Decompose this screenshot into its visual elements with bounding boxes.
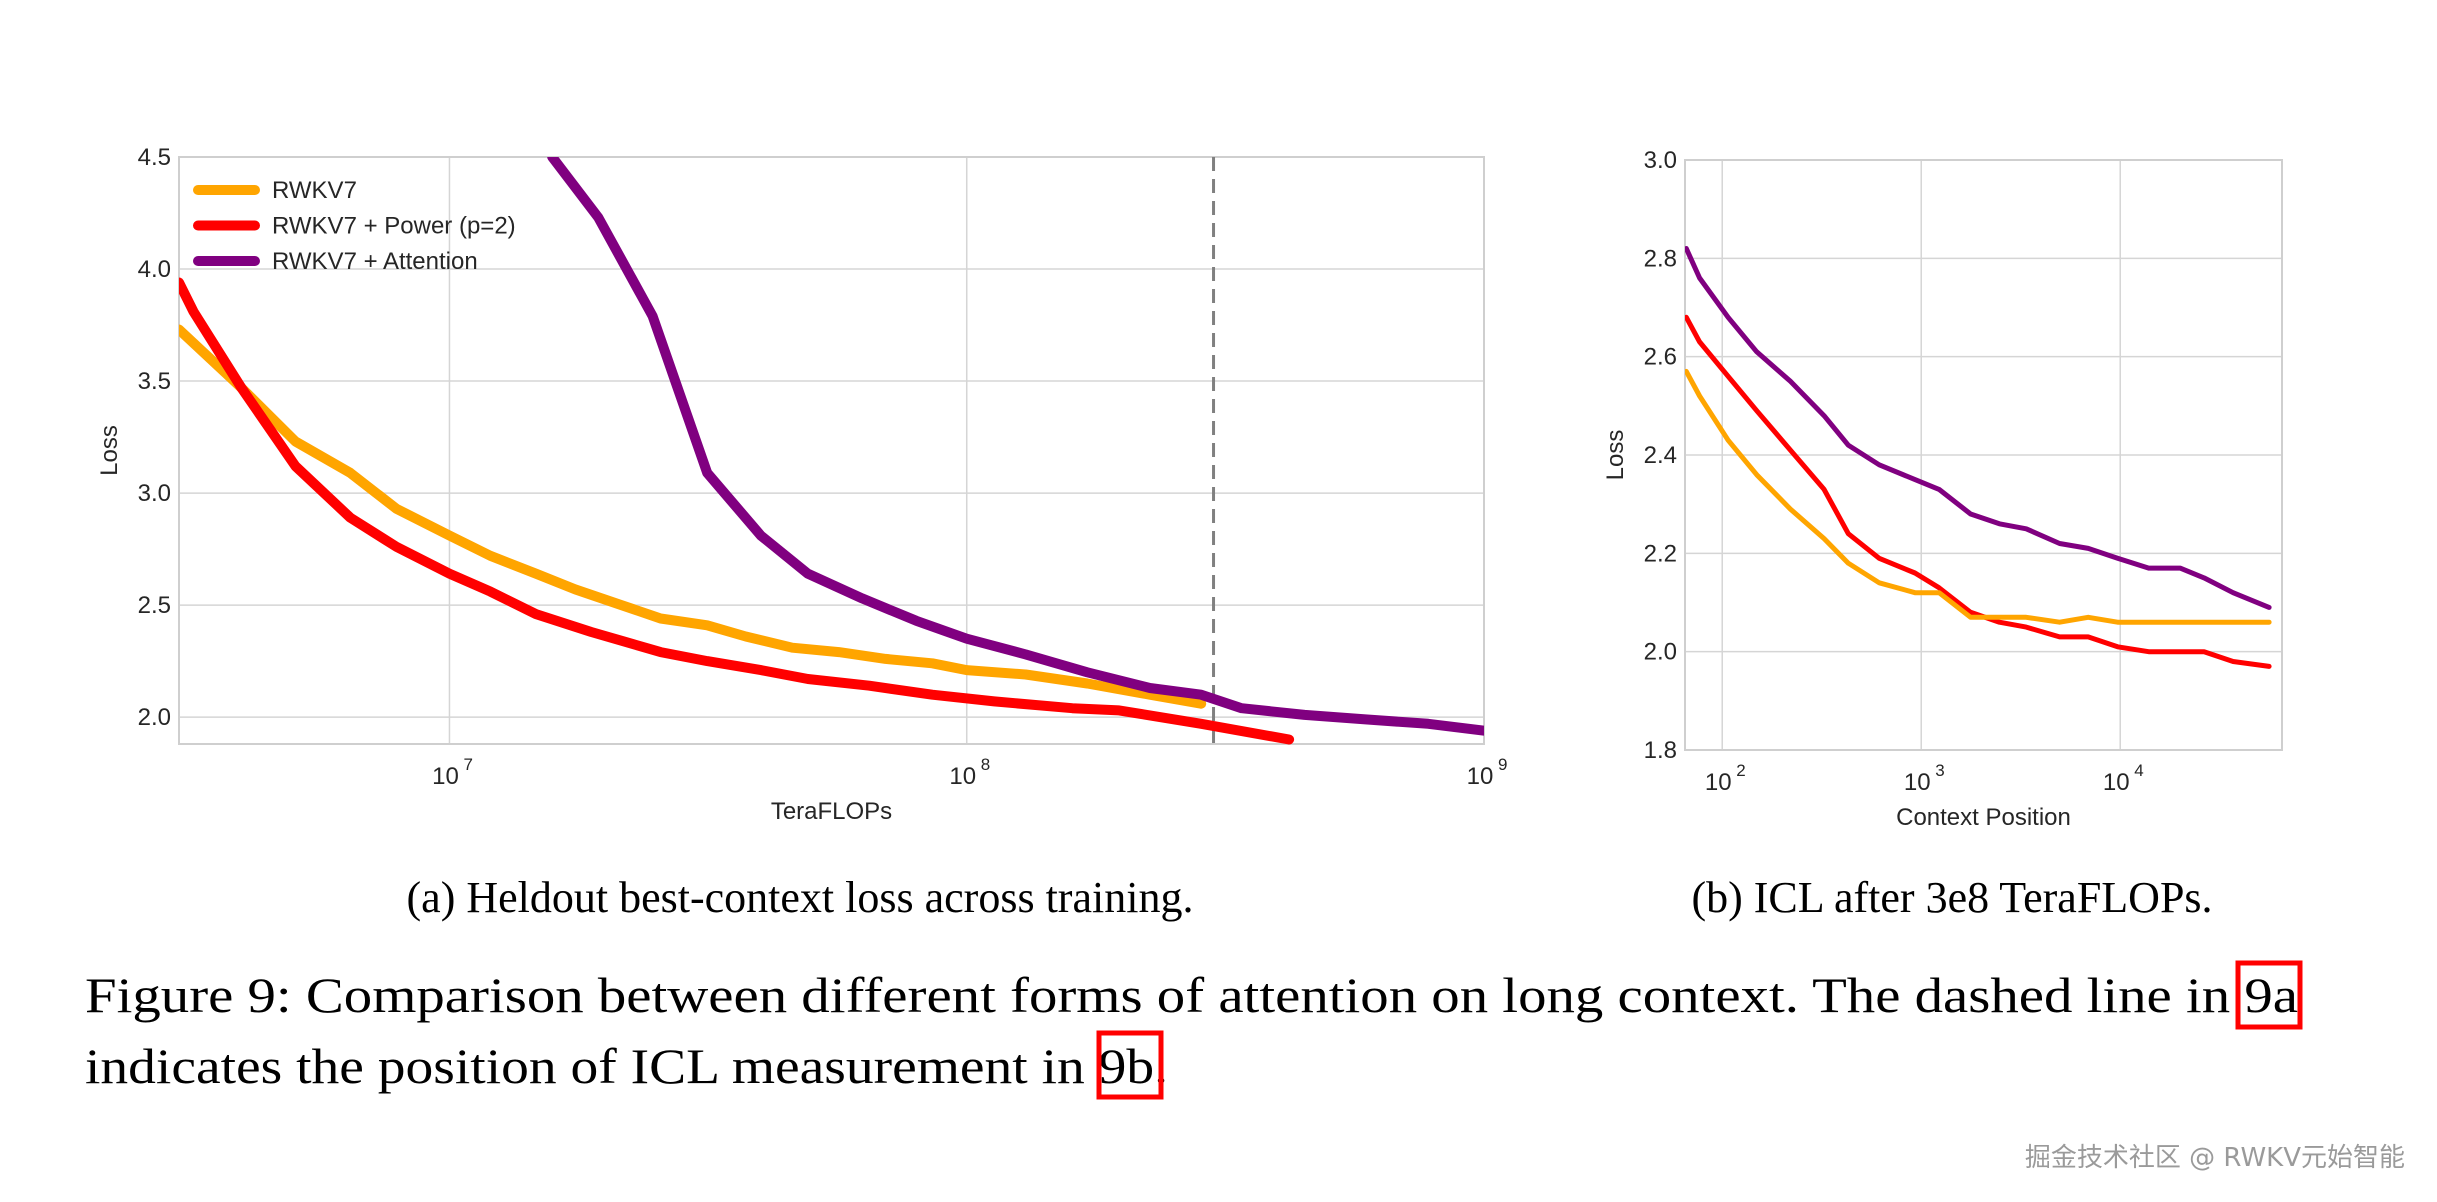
legend-label: RWKV7 + Power (p=2) — [272, 213, 516, 240]
x-tick-exponent: 8 — [981, 755, 990, 774]
x-tick-exponent: 3 — [1935, 761, 1944, 780]
series-line-1 — [1685, 314, 2272, 669]
y-tick-label: 2.0 — [138, 704, 171, 731]
y-tick-label: 2.4 — [1644, 442, 1677, 469]
plot-frame — [1684, 159, 2283, 751]
link-9b-box[interactable] — [1096, 1030, 1164, 1100]
y-tick-label: 3.5 — [138, 368, 171, 395]
y-tick-label: 3.0 — [1644, 147, 1677, 174]
y-tick-label: 2.8 — [1644, 245, 1677, 272]
y-tick-label: 2.0 — [1644, 639, 1677, 666]
x-axis-label: TeraFLOPs — [771, 798, 892, 825]
series-line-0 — [1685, 246, 2272, 610]
x-axis-label: Context Position — [1896, 804, 2071, 831]
chart-a-heldout-loss: 10 7 10 8 10 92.02.53.03.54.04.5TeraFLOPsLoss… — [96, 144, 1507, 825]
link-9a-box[interactable] — [2235, 960, 2303, 1030]
y-tick-label: 1.8 — [1644, 737, 1677, 764]
x-tick-label: 10 — [432, 763, 459, 790]
x-tick-exponent: 4 — [2134, 761, 2143, 780]
y-tick-label: 2.2 — [1644, 540, 1677, 567]
x-tick-label: 10 — [1904, 769, 1931, 796]
y-tick-label: 2.6 — [1644, 344, 1677, 371]
legend-label: RWKV7 + Attention — [272, 248, 478, 275]
x-tick-label: 10 — [1467, 763, 1494, 790]
series-line-0 — [179, 324, 1207, 709]
y-tick-label: 4.0 — [138, 256, 171, 283]
series-line-2 — [547, 157, 1484, 736]
figure-caption-line-1: Figure 9: Comparison between different f… — [85, 967, 2298, 1023]
figure-caption-line-2: indicates the position of ICL measuremen… — [85, 1038, 1168, 1094]
watermark: 掘金技术社区 @ RWKV元始智能 — [2025, 1143, 2405, 1173]
y-axis-label: Loss — [96, 425, 123, 476]
y-tick-label: 3.0 — [138, 480, 171, 507]
y-tick-label: 2.5 — [138, 592, 171, 619]
x-tick-label: 10 — [949, 763, 976, 790]
legend-label: RWKV7 — [272, 177, 357, 204]
series-line-1 — [179, 277, 1295, 745]
x-tick-exponent: 7 — [463, 755, 472, 774]
x-tick-exponent: 2 — [1736, 761, 1745, 780]
y-axis-label: Loss — [1602, 430, 1629, 481]
x-tick-label: 10 — [1705, 769, 1732, 796]
plot-frame — [178, 156, 1485, 745]
subcaption-a: (a) Heldout best-context loss across tra… — [407, 873, 1194, 922]
series-line-2 — [1685, 368, 2272, 625]
subcaption-b: (b) ICL after 3e8 TeraFLOPs. — [1691, 873, 2212, 922]
y-tick-label: 4.5 — [138, 144, 171, 171]
x-tick-exponent: 9 — [1498, 755, 1507, 774]
x-tick-label: 10 — [2103, 769, 2130, 796]
